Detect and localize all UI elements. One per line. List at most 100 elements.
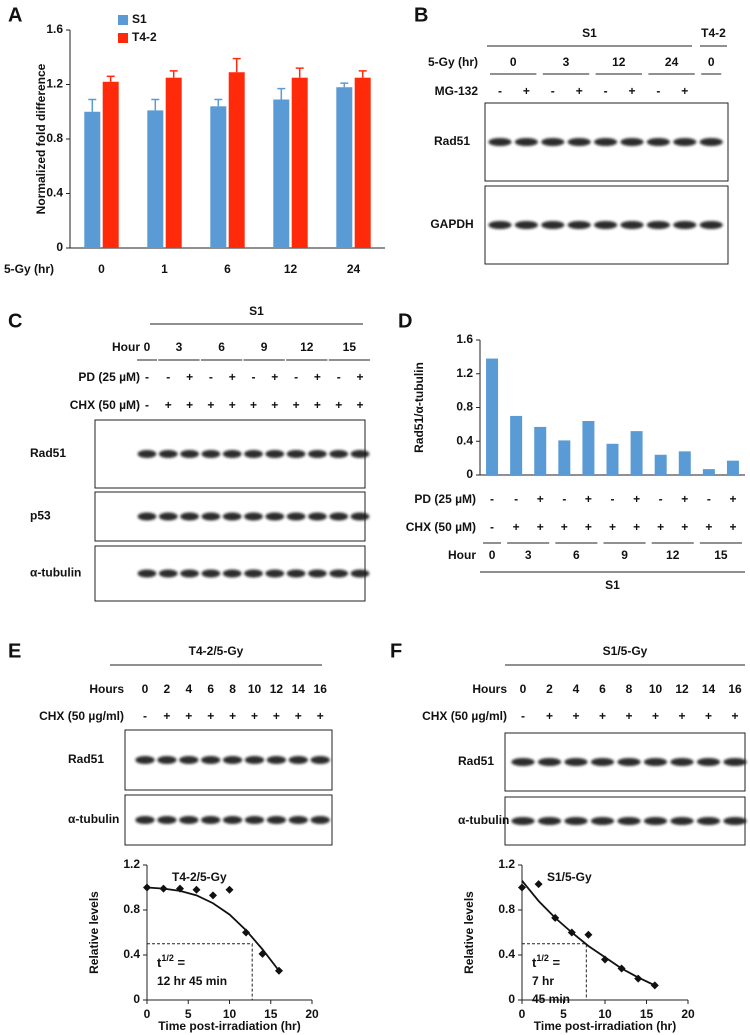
row-value: + (314, 370, 321, 384)
row-value: 8 (229, 682, 236, 696)
blot-band (179, 816, 199, 824)
row-value: - (562, 492, 566, 506)
row-value: 9 (621, 548, 628, 562)
row-label: CHX (50 µg/ml) (422, 709, 507, 723)
blot-band (723, 817, 747, 825)
row-value: 10 (649, 682, 663, 696)
annotation-symbol: t (532, 955, 537, 970)
annotation: t1/2 = (532, 953, 560, 970)
row-label: CHX (50 µM) (406, 520, 476, 534)
row-value: 12 (300, 340, 314, 354)
bar (534, 426, 547, 475)
panel-letter: E (8, 640, 21, 662)
blot-band (350, 450, 370, 458)
row-value: 0 (489, 548, 496, 562)
row-value: 0 (520, 682, 527, 696)
blot-band (620, 138, 644, 146)
blot-band (699, 138, 723, 146)
chart-title: S1/5-Gy (547, 870, 592, 884)
legend-swatch (118, 15, 128, 25)
row-value: + (317, 709, 324, 723)
row-label: Hour (112, 340, 140, 354)
blot-band (617, 817, 641, 825)
row-value: 6 (218, 340, 225, 354)
row-value: + (295, 709, 302, 723)
row-value: + (628, 84, 635, 98)
row-value: 6 (599, 682, 606, 696)
row-value: + (633, 520, 640, 534)
blot-band (617, 758, 641, 766)
blot-band (308, 450, 327, 458)
blot-band (286, 569, 306, 578)
y-tick-label: 0.4 (498, 947, 515, 961)
blot-band (488, 221, 512, 229)
row-value: 6 (207, 682, 214, 696)
row-value: - (514, 492, 518, 506)
data-point (225, 885, 234, 894)
data-point (176, 884, 184, 893)
data-point (584, 930, 593, 939)
x-tick-label: 24 (347, 262, 361, 276)
blot-band (244, 756, 265, 764)
row-value: 14 (292, 682, 306, 696)
y-tick-label: 1.6 (46, 22, 63, 36)
y-axis-label: Normalized fold difference (34, 63, 48, 214)
data-point (192, 885, 201, 894)
y-tick-label: 0.8 (456, 400, 473, 414)
row-value: 9 (261, 340, 268, 354)
blot-band (310, 816, 330, 824)
blot-band (180, 450, 199, 458)
row-value: + (681, 520, 688, 534)
row-value: + (729, 492, 736, 506)
row-value: - (252, 370, 256, 384)
row-value: 0 (142, 682, 149, 696)
blot-label: Rad51 (434, 134, 470, 148)
row-value: + (165, 398, 172, 412)
row-value: - (490, 520, 494, 534)
x-axis-label: Time post-irradiation (hr) (534, 1019, 676, 1033)
blot-band (329, 450, 349, 458)
blot-band (673, 138, 697, 146)
row-value: + (576, 84, 583, 98)
blot-band (670, 758, 694, 766)
bar (582, 421, 595, 475)
blot-band (158, 450, 178, 458)
y-axis-label: Relative levels (87, 891, 101, 974)
data-point (567, 928, 576, 937)
blot-label: α-tubulin (458, 813, 509, 827)
row-value: + (609, 520, 616, 534)
row-label: Hours (472, 682, 507, 696)
half-life-line (147, 943, 253, 1000)
blot-band (646, 138, 671, 146)
blot-band (266, 756, 287, 764)
row-value: 14 (702, 682, 716, 696)
row-label: Hour (448, 548, 476, 562)
row-value: + (314, 398, 321, 412)
row-value: + (356, 370, 363, 384)
data-point (601, 955, 609, 964)
row-value: + (572, 709, 579, 723)
x-axis-label: 5-Gy (hr) (4, 262, 54, 276)
row-label: 5-Gy (hr) (428, 55, 478, 69)
blot-band (137, 569, 157, 578)
blot-label: Rad51 (30, 446, 66, 460)
blot-band (222, 756, 243, 764)
row-value: 16 (728, 682, 742, 696)
row-value: - (143, 709, 147, 723)
row-label: Hours (89, 682, 124, 696)
row-value: 3 (525, 548, 532, 562)
row-value: + (229, 398, 236, 412)
row-value: - (294, 370, 298, 384)
bar (486, 358, 499, 475)
blot-header: S1/5-Gy (603, 644, 648, 658)
y-tick-label: 0.4 (123, 947, 140, 961)
bar (147, 110, 164, 248)
y-axis-label: Relative levels (462, 891, 476, 974)
row-value: + (229, 370, 236, 384)
blot-band (310, 756, 330, 764)
blot-band (696, 758, 721, 766)
row-value: + (251, 709, 258, 723)
bar (726, 460, 739, 475)
row-value: - (551, 84, 555, 98)
